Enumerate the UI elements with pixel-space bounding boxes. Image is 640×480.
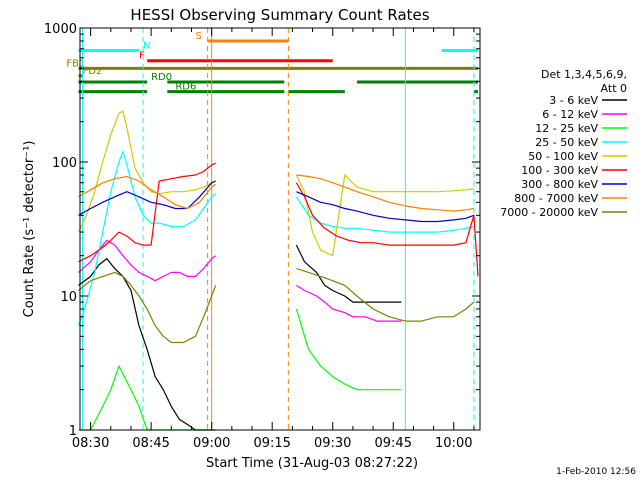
footer-timestamp: 1-Feb-2010 12:56 <box>556 467 636 477</box>
y-tick-label: 100 <box>52 156 77 171</box>
legend-entry-label: 100 - 300 keV <box>521 164 598 177</box>
series-lines <box>77 110 479 431</box>
legend-entry-label: 50 - 100 keV <box>528 150 598 163</box>
x-tick-label: 08:45 <box>132 436 169 451</box>
legend-title: Att 0 <box>601 82 627 95</box>
series-line-25-50-kev <box>77 150 475 326</box>
x-tick-label: 09:45 <box>375 436 412 451</box>
plot-frame <box>79 27 481 431</box>
x-tick-label: 09:30 <box>314 436 351 451</box>
x-axis-ticks: 08:30 08:45 09:00 09:15 09:30 09:45 10:00 <box>72 28 475 451</box>
series-line-3-6-kev <box>78 244 402 431</box>
flag-label-rd6: RD6 <box>175 82 196 93</box>
series-line-100-300-kev <box>78 162 479 277</box>
x-tick-label: 09:15 <box>253 436 290 451</box>
y-tick-label: 10 <box>60 290 77 305</box>
legend-title: Det 1,3,4,5,6,9, <box>541 68 627 81</box>
x-tick-label: 09:00 <box>193 436 230 451</box>
legend-entry-label: 25 - 50 keV <box>535 136 598 149</box>
flag-label-s: S <box>196 31 202 42</box>
legend-entry-label: 800 - 7000 keV <box>514 192 598 205</box>
y-tick-label: 1000 <box>44 22 77 37</box>
x-tick-label: 10:00 <box>435 436 472 451</box>
flag-label-f: F <box>139 51 145 62</box>
flag-label-fb1: FB1 <box>66 58 85 69</box>
flag-label-fd2: FD2 <box>83 66 103 77</box>
y-axis-ticks: 1 10 100 1000 <box>44 22 480 439</box>
legend-entry-label: 12 - 25 keV <box>535 122 598 135</box>
chart-title: HESSI Observing Summary Count Rates <box>130 6 429 24</box>
flag-label-n: N <box>143 40 150 51</box>
legend-entry-label: 6 - 12 keV <box>542 108 598 121</box>
series-line-300-800-kev <box>78 180 475 223</box>
series-line-800-7000-kev <box>78 174 474 212</box>
series-line-12-25-kev <box>78 308 402 431</box>
legend-entry-label: 300 - 800 keV <box>521 178 598 191</box>
legend-entry-label: 3 - 6 keV <box>549 94 598 107</box>
y-tick-label: 1 <box>69 424 77 439</box>
series-line-6-12-kev <box>78 239 402 322</box>
y-axis-label: Count Rate (s⁻¹ detector⁻¹) <box>22 141 37 318</box>
flag-label-rd0: RD0 <box>151 72 172 83</box>
series-line-7000-20000-kev <box>78 268 475 344</box>
x-axis-label: Start Time (31-Aug-03 08:27:22) <box>206 456 418 471</box>
series-line-50-100-kev <box>77 110 474 257</box>
x-tick-label: 08:30 <box>72 436 109 451</box>
legend-entry-label: 7000 - 20000 keV <box>500 206 598 219</box>
vertical-marker-lines <box>82 28 475 430</box>
